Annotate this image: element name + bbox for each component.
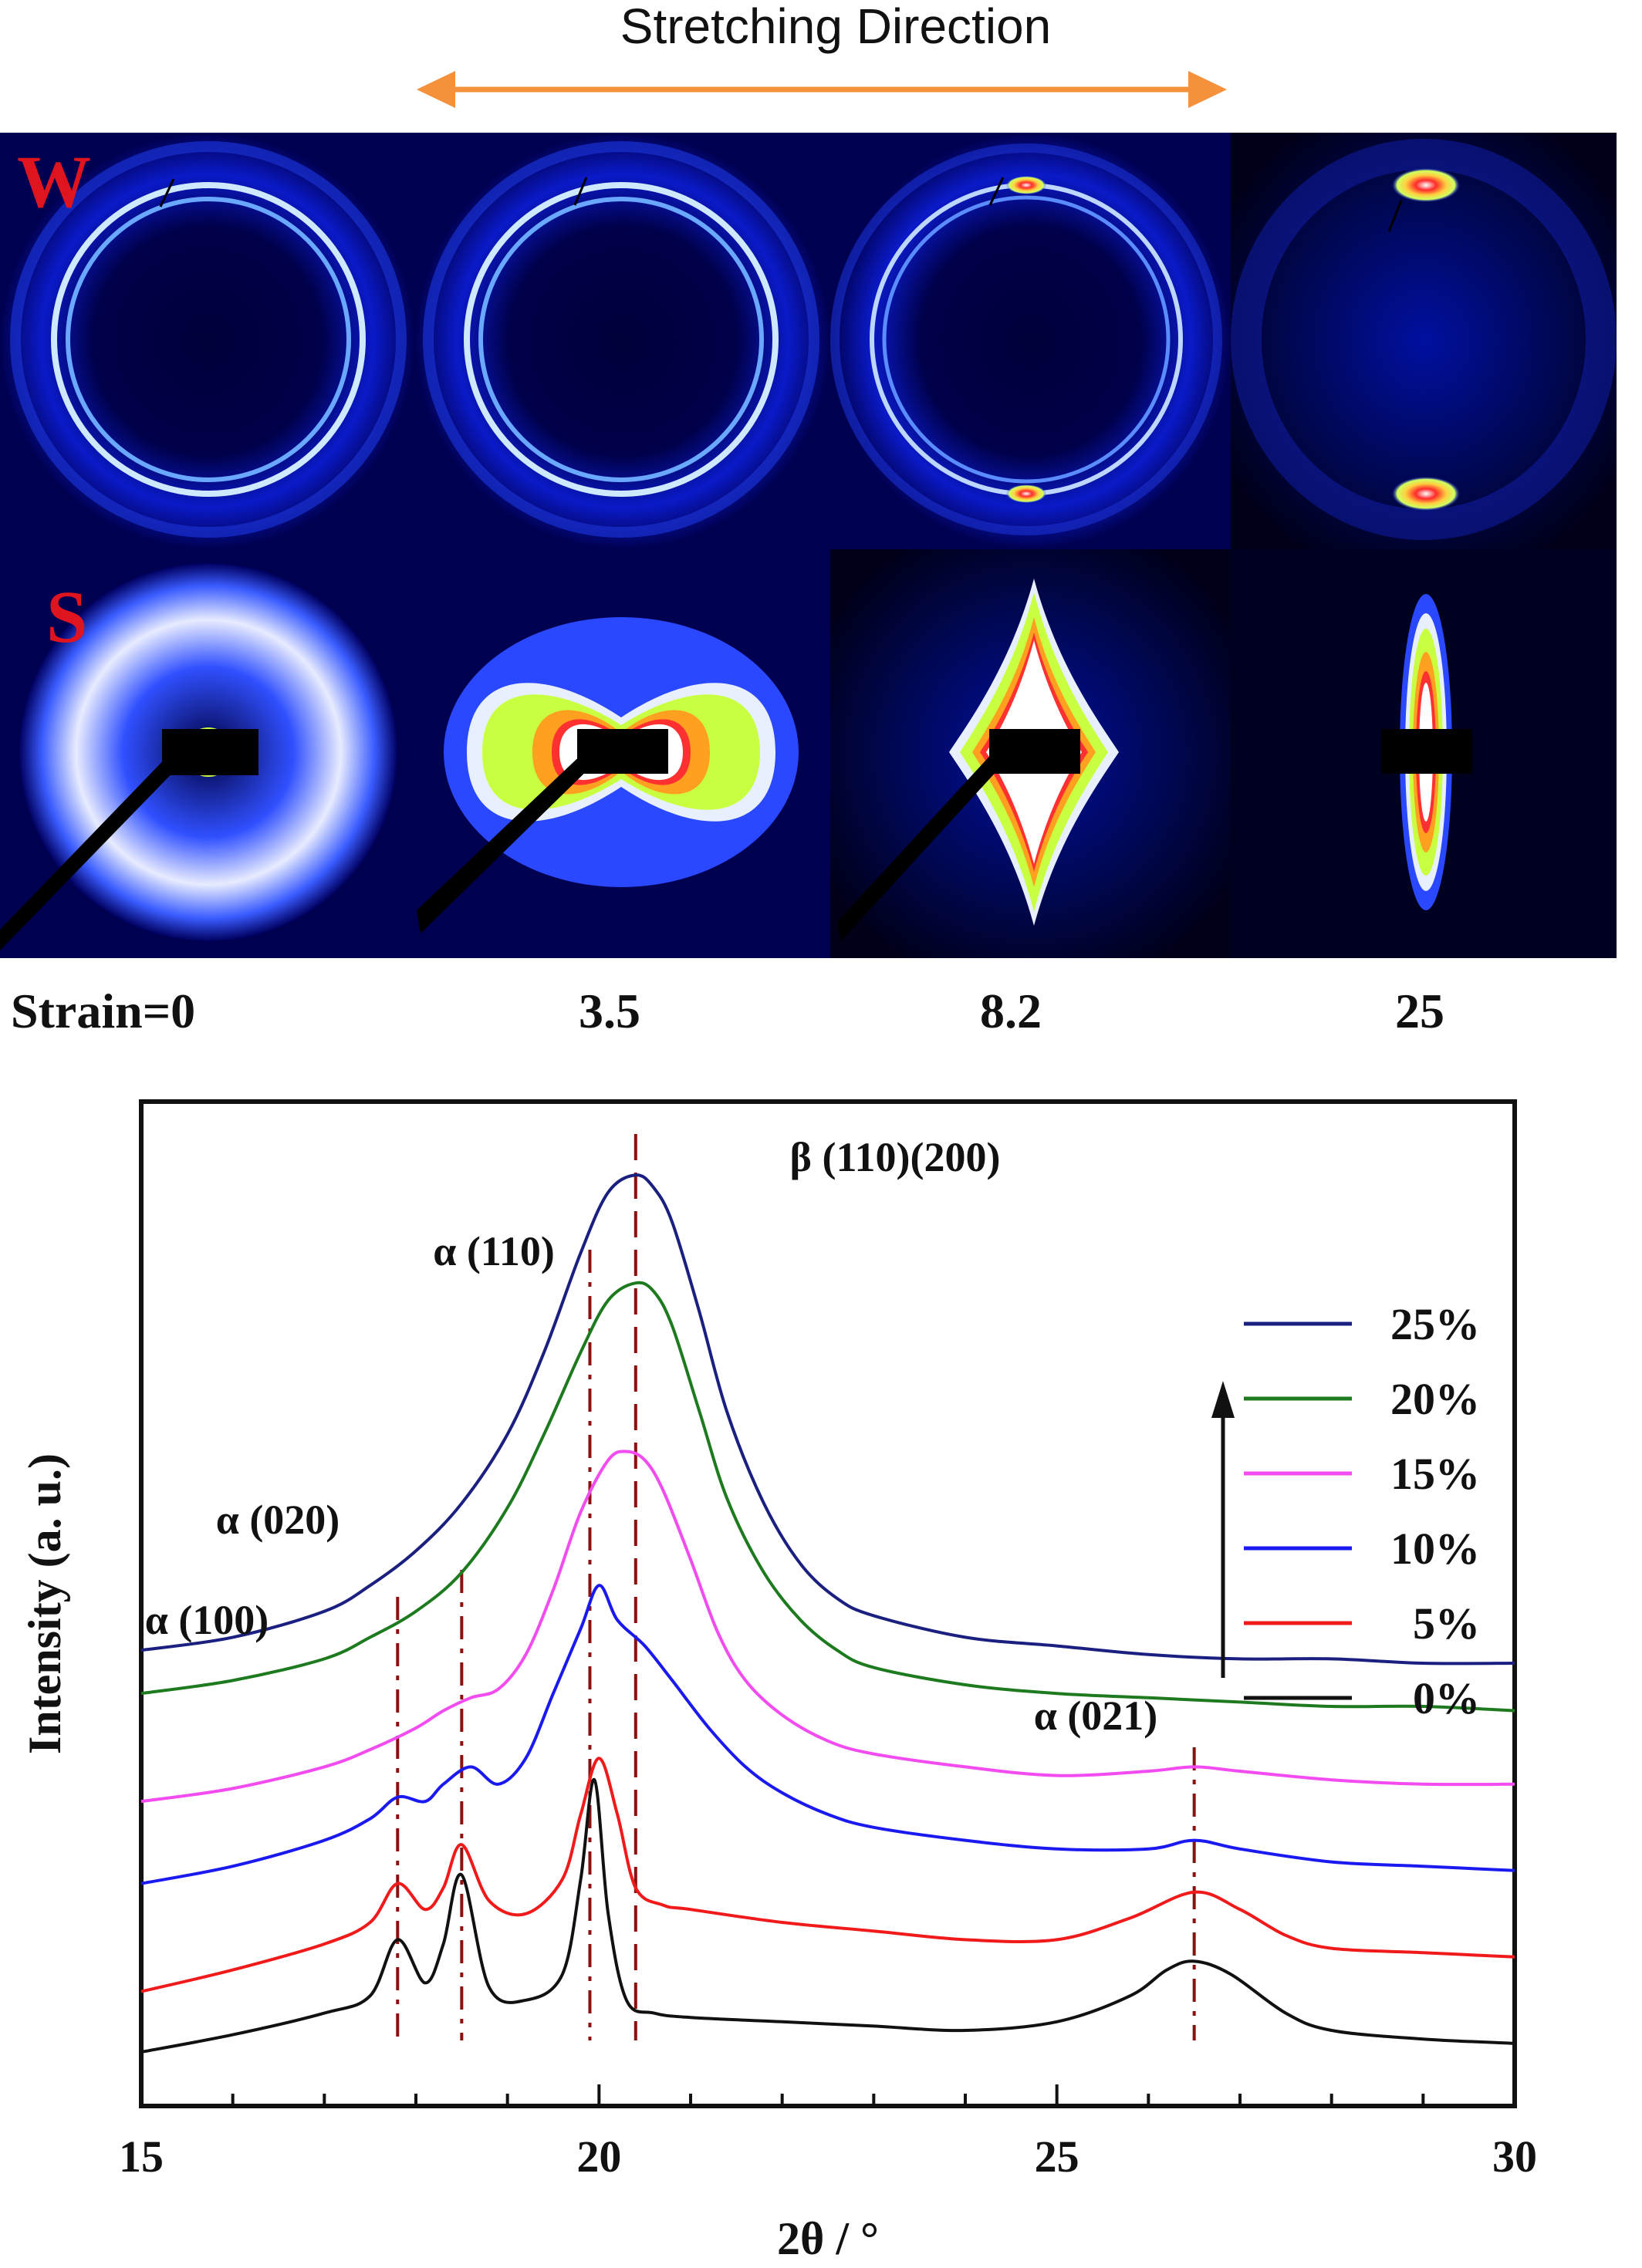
y-axis-label: Intensity (a. u.) [19,1453,70,1754]
x-tick-label-25: 25 [1035,2131,1079,2182]
saxs-pattern-strain-25 [1231,549,1617,958]
peak-labels: α (100) α (020) α (110) β (110)(200) α (021) [145,1134,1158,1739]
xrd-plot: 15 20 25 30 α (100) α (020) α (110) β (110)(20… [119,1099,1537,2182]
strain-label-0: Strain=0 [11,984,195,1038]
legend-label-5: 0% [1413,1673,1480,1723]
waxs-pattern-strain-0 [0,133,415,549]
peak-label-1: α (020) [216,1497,340,1543]
stretching-direction-title: Stretching Direction [620,0,1051,54]
stretching-direction-arrow [417,71,1227,108]
peak-label-4: α (021) [1034,1693,1158,1739]
x-axis-label: 2θ / ° [777,2213,879,2264]
legend-label-1: 20% [1390,1374,1480,1424]
saxs-pattern-strain-8-2 [830,549,1231,958]
saxs-pattern-strain-0 [0,549,415,958]
x-tick-label-30: 30 [1492,2131,1537,2182]
series-line-0pct [140,1778,1515,2054]
series-line-5pct [140,1757,1515,1993]
x-axis-ticks: 15 20 25 30 [119,2084,1537,2182]
peak-label-2: α (110) [433,1228,555,1274]
waxs-pattern-strain-8-2 [830,133,1231,549]
waxs-pattern-strain-25 [1231,133,1617,549]
saxs-label: S [46,575,87,658]
legend-label-2: 15% [1390,1449,1480,1499]
x-tick-label-15: 15 [119,2131,164,2182]
waxs-label: W [17,140,91,223]
legend: 25% 20% 15% 10% 5% 0% [1211,1299,1480,1723]
saxs-pattern-strain-3-5 [415,549,830,958]
series-line-10pct [140,1584,1515,1885]
series-line-20pct [140,1281,1515,1713]
strain-label-1: 3.5 [579,984,640,1038]
legend-label-0: 25% [1390,1299,1480,1349]
strain-label-2: 8.2 [980,984,1042,1038]
plot-frame [139,1099,1517,2108]
saxs-pattern-row [0,549,1617,958]
peak-label-3: β (110)(200) [790,1134,1001,1180]
waxs-pattern-strain-3-5 [415,133,830,549]
legend-trend-arrowhead [1211,1381,1235,1418]
series-line-25pct [140,1173,1515,1666]
series-lines [140,1173,1515,2054]
legend-label-4: 5% [1413,1598,1480,1649]
strain-label-3: 25 [1395,984,1444,1038]
peak-label-0: α (100) [145,1597,269,1643]
series-line-15pct [140,1450,1515,1804]
legend-label-3: 10% [1390,1524,1480,1574]
waxs-pattern-row [0,133,1617,549]
x-tick-label-20: 20 [576,2131,621,2182]
